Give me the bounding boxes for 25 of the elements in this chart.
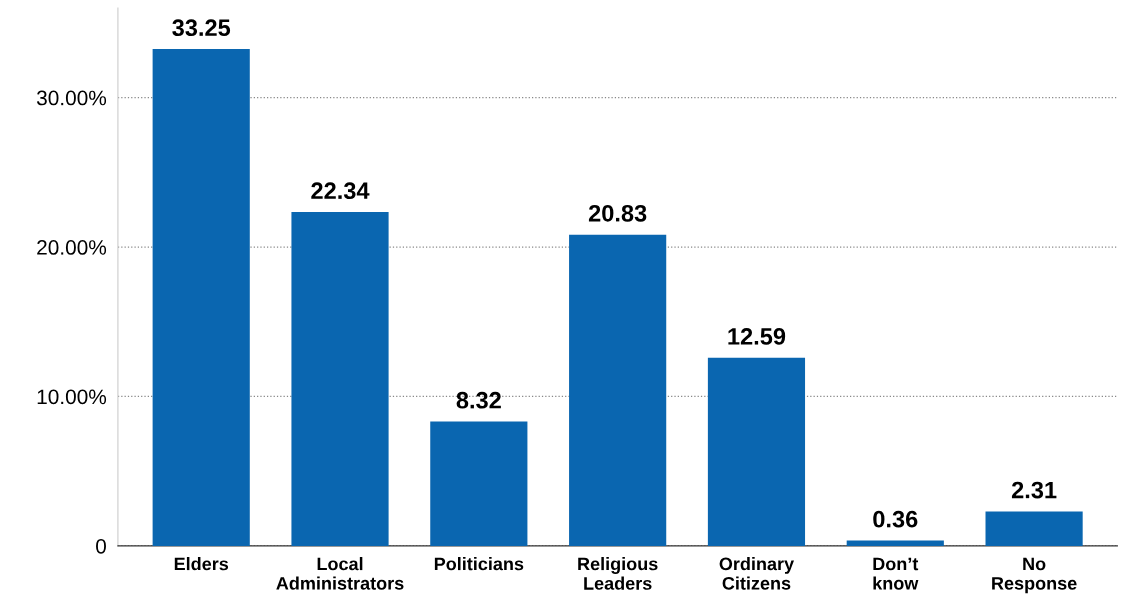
x-tick-label: Religious Leaders bbox=[578, 557, 658, 590]
x-tick-label: No Response bbox=[992, 557, 1077, 594]
x-tick-label: Politicians bbox=[434, 557, 524, 571]
y-tick-label: 30.00% bbox=[36, 90, 107, 106]
bar bbox=[430, 421, 528, 546]
bar bbox=[846, 540, 944, 546]
y-tick-label: 20.00% bbox=[37, 240, 107, 255]
y-tick-label: 10.00% bbox=[37, 389, 107, 405]
x-tick-label: Don’t know bbox=[873, 557, 919, 590]
data-label: 33.25 bbox=[172, 19, 231, 37]
bar bbox=[985, 511, 1083, 546]
x-tick-label: Local Administrators bbox=[276, 557, 404, 590]
data-label: 0.36 bbox=[873, 510, 918, 528]
data-label: 2.31 bbox=[1011, 481, 1057, 499]
data-label: 20.83 bbox=[588, 204, 647, 222]
data-label: 12.59 bbox=[728, 328, 786, 345]
data-label: 22.34 bbox=[311, 182, 370, 200]
bar bbox=[291, 212, 389, 546]
bar bbox=[569, 234, 667, 546]
bar bbox=[152, 49, 250, 546]
data-label: 8.32 bbox=[456, 391, 501, 409]
x-tick-label: Ordinary Citizens bbox=[719, 557, 794, 590]
y-tick-label: 0 bbox=[96, 538, 106, 554]
bar bbox=[707, 357, 806, 546]
x-tick-label: Elders bbox=[174, 557, 229, 571]
